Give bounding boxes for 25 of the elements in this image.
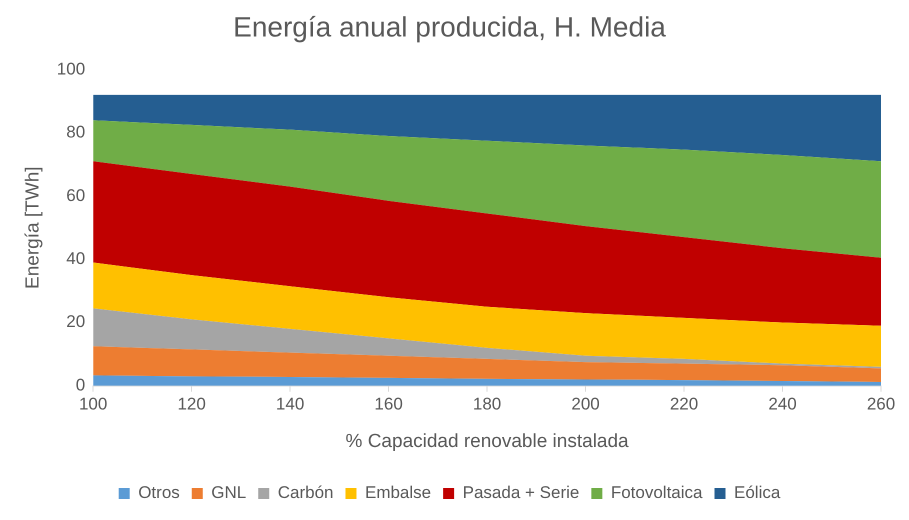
legend-label: Fotovoltaica bbox=[610, 483, 704, 502]
legend-label: GNL bbox=[211, 483, 246, 502]
x-tick-label: 120 bbox=[177, 394, 206, 414]
chart-title: Energía anual producida, H. Media bbox=[233, 12, 666, 43]
x-tick-label: 140 bbox=[276, 394, 304, 414]
x-tick-label: 160 bbox=[374, 394, 403, 414]
y-axis-title: Energía [TWh] bbox=[22, 166, 44, 289]
x-axis-title: % Capacidad renovable instalada bbox=[346, 430, 630, 452]
y-tick-label: 100 bbox=[56, 59, 86, 78]
legend-label: Pasada + Serie bbox=[462, 483, 580, 502]
y-tick-label: 20 bbox=[66, 312, 86, 332]
legend-label: Eólica bbox=[734, 483, 781, 502]
x-tick-label: 100 bbox=[78, 394, 108, 414]
y-tick-label: 0 bbox=[76, 375, 86, 394]
legend-label: Otros bbox=[138, 483, 180, 502]
x-tick-label: 240 bbox=[768, 394, 797, 414]
y-tick-label: 60 bbox=[66, 186, 86, 205]
x-tick-label: 220 bbox=[670, 394, 698, 414]
y-tick-label: 40 bbox=[66, 249, 86, 268]
legend-label: Embalse bbox=[364, 483, 432, 502]
x-tick-label: 180 bbox=[472, 394, 502, 414]
y-tick-label: 80 bbox=[66, 122, 86, 142]
x-tick-label: 260 bbox=[866, 394, 896, 414]
x-tick-label: 200 bbox=[571, 394, 600, 414]
legend-label: Carbón bbox=[278, 483, 334, 502]
